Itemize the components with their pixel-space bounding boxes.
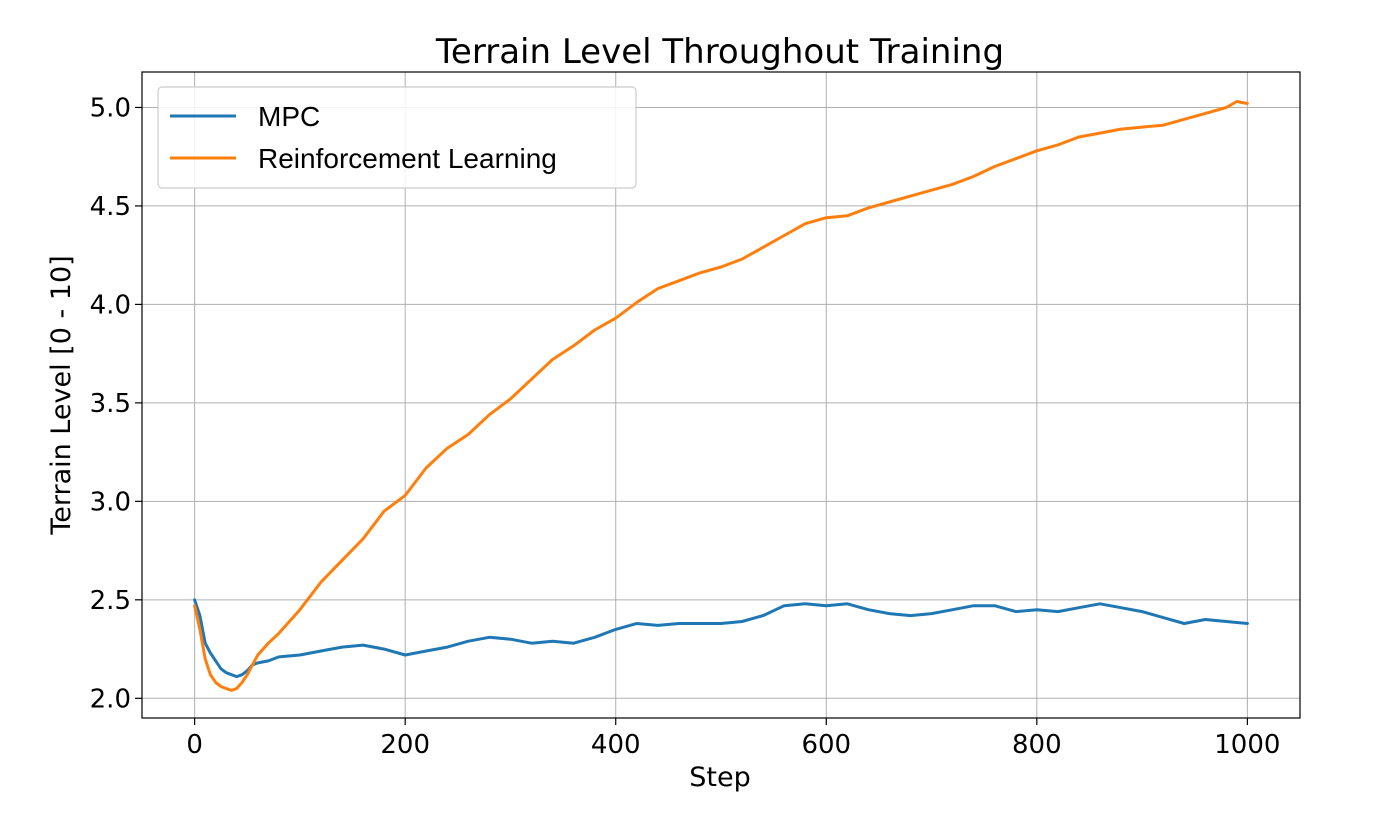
axis-ticks: 0 200 400 600 800 1000 2.0 2.5 3.0 3.5 4.0 4.5 5.0 xyxy=(90,93,1281,760)
y-tick-label: 3.5 xyxy=(90,389,131,419)
y-tick-label: 3.0 xyxy=(90,487,131,517)
series-lines xyxy=(193,100,1249,692)
legend: MPC Reinforcement Learning xyxy=(157,86,637,189)
legend-label-mpc: MPC xyxy=(258,101,320,132)
x-tick-label: 400 xyxy=(591,730,641,760)
x-tick-label: 800 xyxy=(1012,730,1062,760)
series-line-mpc xyxy=(193,598,1249,679)
series-line-reinforcement-learning xyxy=(193,100,1249,692)
x-tick-label: 600 xyxy=(801,730,851,760)
chart-title: Terrain Level Throughout Training xyxy=(435,32,1004,72)
y-tick-label: 4.5 xyxy=(90,192,131,222)
y-tick-label: 2.5 xyxy=(90,586,131,616)
legend-box xyxy=(157,86,637,189)
y-axis-label: Terrain Level [0 - 10] xyxy=(46,255,77,535)
legend-label-reinforcement-learning: Reinforcement Learning xyxy=(258,143,557,174)
y-tick-label: 4.0 xyxy=(90,290,131,320)
x-tick-label: 200 xyxy=(380,730,430,760)
x-axis-label: Step xyxy=(689,762,750,793)
x-tick-label: 1000 xyxy=(1214,730,1280,760)
y-tick-label: 5.0 xyxy=(90,93,131,123)
x-tick-label: 0 xyxy=(186,730,203,760)
plot-frame xyxy=(141,71,1301,719)
y-tick-label: 2.0 xyxy=(90,684,131,714)
